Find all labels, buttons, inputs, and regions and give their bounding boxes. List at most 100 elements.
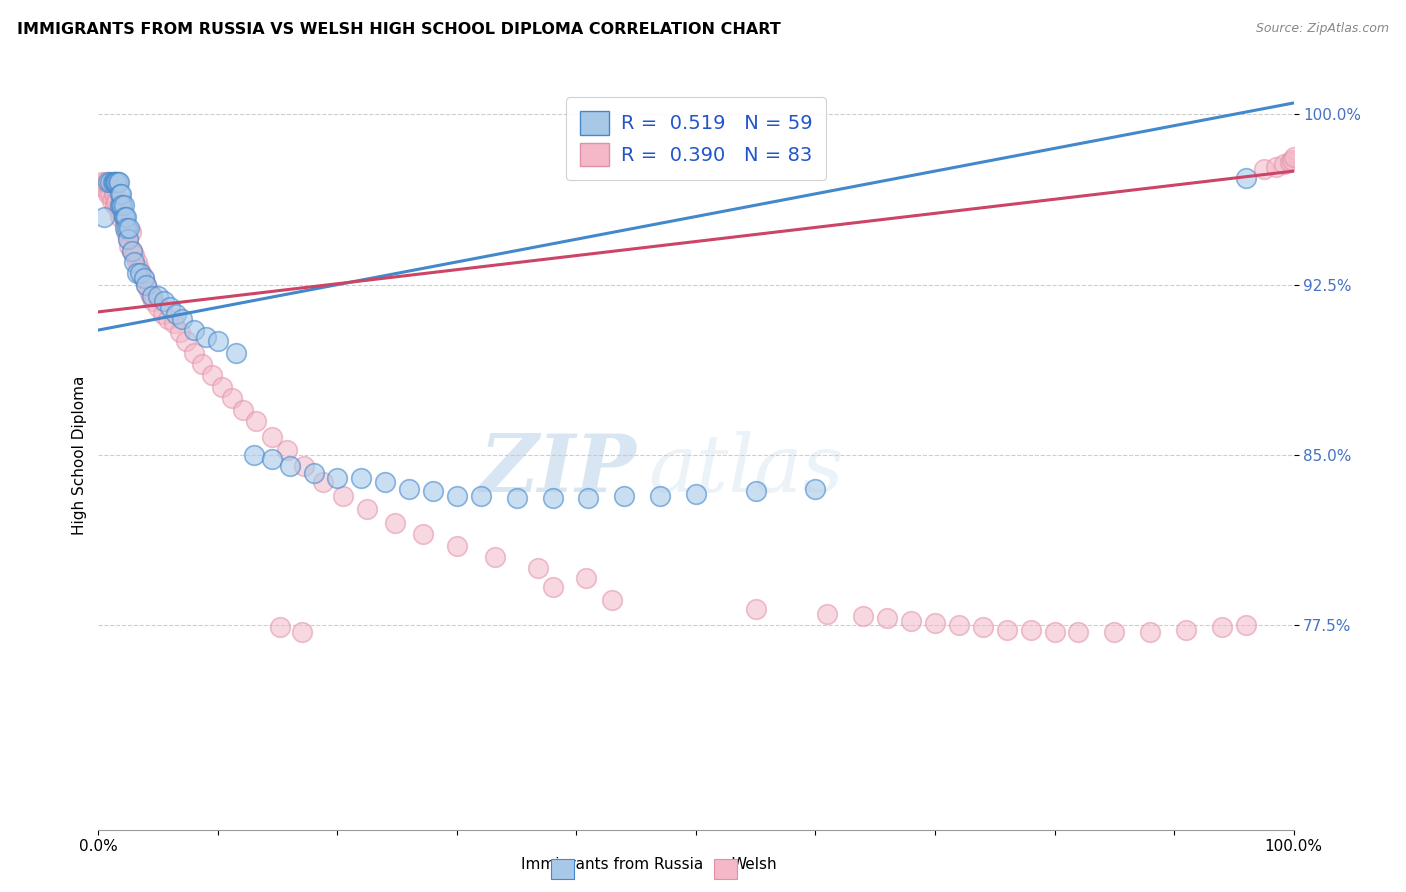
- Point: [602, 593, 624, 607]
- Point: [131, 266, 153, 280]
- Point: [260, 452, 283, 467]
- Point: [422, 484, 444, 499]
- Point: [114, 210, 136, 224]
- Point: [148, 289, 170, 303]
- Point: [129, 266, 152, 280]
- Point: [93, 180, 115, 194]
- Point: [1282, 151, 1305, 165]
- Point: [900, 614, 922, 628]
- Point: [104, 198, 127, 212]
- Text: Immigrants from Russia: Immigrants from Russia: [520, 857, 703, 872]
- Point: [225, 345, 247, 359]
- Point: [291, 625, 314, 640]
- Point: [101, 180, 124, 194]
- Point: [332, 489, 354, 503]
- Point: [121, 244, 143, 258]
- Point: [269, 620, 291, 634]
- Point: [613, 489, 636, 503]
- Point: [120, 226, 142, 240]
- Point: [191, 357, 214, 371]
- Point: [312, 475, 335, 490]
- Point: [446, 489, 468, 503]
- Point: [142, 293, 165, 308]
- Point: [103, 186, 125, 201]
- Point: [117, 232, 139, 246]
- Point: [112, 210, 135, 224]
- Point: [1211, 620, 1233, 634]
- Point: [117, 232, 139, 246]
- Point: [350, 470, 373, 484]
- Point: [98, 186, 122, 201]
- Point: [398, 482, 420, 496]
- Point: [112, 198, 135, 212]
- Point: [278, 459, 301, 474]
- Text: Source: ZipAtlas.com: Source: ZipAtlas.com: [1256, 22, 1389, 36]
- Point: [107, 176, 129, 190]
- Point: [124, 255, 146, 269]
- Point: [108, 198, 131, 212]
- Point: [91, 176, 114, 190]
- Point: [118, 239, 141, 253]
- Point: [1264, 160, 1286, 174]
- Point: [815, 607, 838, 621]
- Point: [105, 176, 128, 190]
- Point: [105, 176, 128, 190]
- Point: [139, 289, 162, 303]
- Point: [115, 220, 138, 235]
- Point: [107, 176, 129, 190]
- Point: [107, 176, 129, 190]
- Point: [995, 623, 1018, 637]
- Point: [100, 194, 122, 208]
- Point: [207, 334, 229, 349]
- Point: [111, 198, 134, 212]
- Point: [104, 176, 127, 190]
- Point: [578, 491, 600, 505]
- Point: [141, 289, 163, 303]
- Point: [924, 615, 946, 630]
- Point: [292, 459, 315, 474]
- Point: [115, 226, 138, 240]
- Point: [135, 277, 157, 292]
- Point: [97, 176, 120, 190]
- Point: [107, 202, 129, 217]
- Point: [260, 430, 283, 444]
- Point: [412, 527, 434, 541]
- Point: [110, 186, 132, 201]
- Point: [125, 255, 148, 269]
- Point: [211, 380, 233, 394]
- Point: [101, 176, 124, 190]
- Point: [876, 611, 898, 625]
- Point: [165, 307, 187, 321]
- Point: [243, 448, 266, 462]
- Point: [163, 316, 186, 330]
- Point: [111, 202, 134, 217]
- Point: [138, 285, 160, 299]
- Point: [1272, 157, 1295, 171]
- Point: [221, 391, 243, 405]
- Point: [114, 216, 136, 230]
- Point: [745, 602, 768, 616]
- Point: [527, 561, 550, 575]
- Point: [94, 176, 117, 190]
- Point: [245, 414, 267, 428]
- Point: [541, 580, 564, 594]
- Point: [1253, 161, 1275, 176]
- Point: [1067, 625, 1090, 640]
- Point: [804, 482, 827, 496]
- Point: [276, 443, 298, 458]
- Point: [195, 330, 218, 344]
- Point: [118, 220, 141, 235]
- Point: [110, 194, 132, 208]
- Point: [174, 334, 197, 349]
- Point: [356, 502, 378, 516]
- Point: [93, 210, 115, 224]
- Point: [302, 466, 325, 480]
- Point: [114, 220, 136, 235]
- Text: IMMIGRANTS FROM RUSSIA VS WELSH HIGH SCHOOL DIPLOMA CORRELATION CHART: IMMIGRANTS FROM RUSSIA VS WELSH HIGH SCH…: [17, 22, 780, 37]
- Point: [124, 248, 146, 262]
- Point: [169, 326, 191, 340]
- Point: [1139, 625, 1161, 640]
- Point: [103, 176, 125, 190]
- Point: [108, 186, 131, 201]
- Point: [152, 307, 174, 321]
